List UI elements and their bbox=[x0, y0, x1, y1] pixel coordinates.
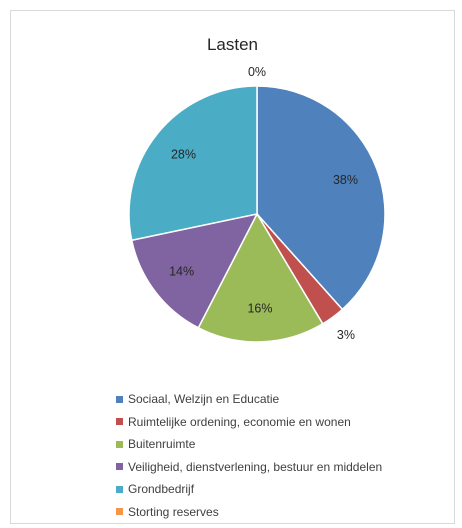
legend-item-0: Sociaal, Welzijn en Educatie bbox=[116, 388, 382, 411]
legend-item-3: Veiligheid, dienstverlening, bestuur en … bbox=[116, 456, 382, 479]
legend-swatch-5 bbox=[116, 508, 123, 516]
data-label-2: 16% bbox=[247, 302, 272, 316]
legend-item-5: Storting reserves bbox=[116, 501, 382, 524]
legend-label-0: Sociaal, Welzijn en Educatie bbox=[128, 392, 280, 407]
legend-item-1: Ruimtelijke ordening, economie en wonen bbox=[116, 411, 382, 434]
chart-area: Lasten 38% 3% 16% 14% 28% 0% Sociaal, Welzijn… bbox=[10, 10, 455, 524]
legend-item-2: Buitenruimte bbox=[116, 433, 382, 456]
pie-slice-0 bbox=[256, 85, 386, 311]
legend-label-2: Buitenruimte bbox=[128, 437, 196, 452]
data-label-5: 0% bbox=[248, 65, 266, 79]
legend: Sociaal, Welzijn en Educatie Ruimtelijke … bbox=[116, 388, 382, 523]
legend-swatch-4 bbox=[116, 485, 123, 493]
legend-swatch-2 bbox=[116, 440, 123, 448]
chart-title: Lasten bbox=[206, 35, 259, 54]
legend-label-3: Veiligheid, dienstverlening, bestuur en … bbox=[128, 459, 383, 474]
legend-swatch-0 bbox=[116, 395, 123, 403]
data-label-4: 28% bbox=[171, 147, 196, 161]
legend-label-5: Storting reserves bbox=[128, 504, 219, 519]
legend-label-1: Ruimtelijke ordening, economie en wonen bbox=[128, 414, 351, 429]
data-label-0: 38% bbox=[333, 173, 358, 187]
data-label-3: 14% bbox=[169, 264, 194, 278]
pie-slice-2 bbox=[197, 212, 324, 343]
pie-slice-4 bbox=[128, 85, 258, 242]
legend-item-4: Grondbedrijf bbox=[116, 478, 382, 501]
data-label-1: 3% bbox=[337, 328, 355, 342]
legend-swatch-3 bbox=[116, 463, 123, 471]
pie-data-labels: 38% 3% 16% 14% 28% 0% bbox=[169, 65, 358, 342]
pie-slice-3 bbox=[130, 212, 259, 329]
pie-slices bbox=[128, 85, 386, 343]
legend-swatch-1 bbox=[116, 418, 123, 426]
pie-chart: 38% 3% 16% 14% 28% 0% bbox=[128, 65, 386, 343]
legend-label-4: Grondbedrijf bbox=[128, 482, 195, 497]
